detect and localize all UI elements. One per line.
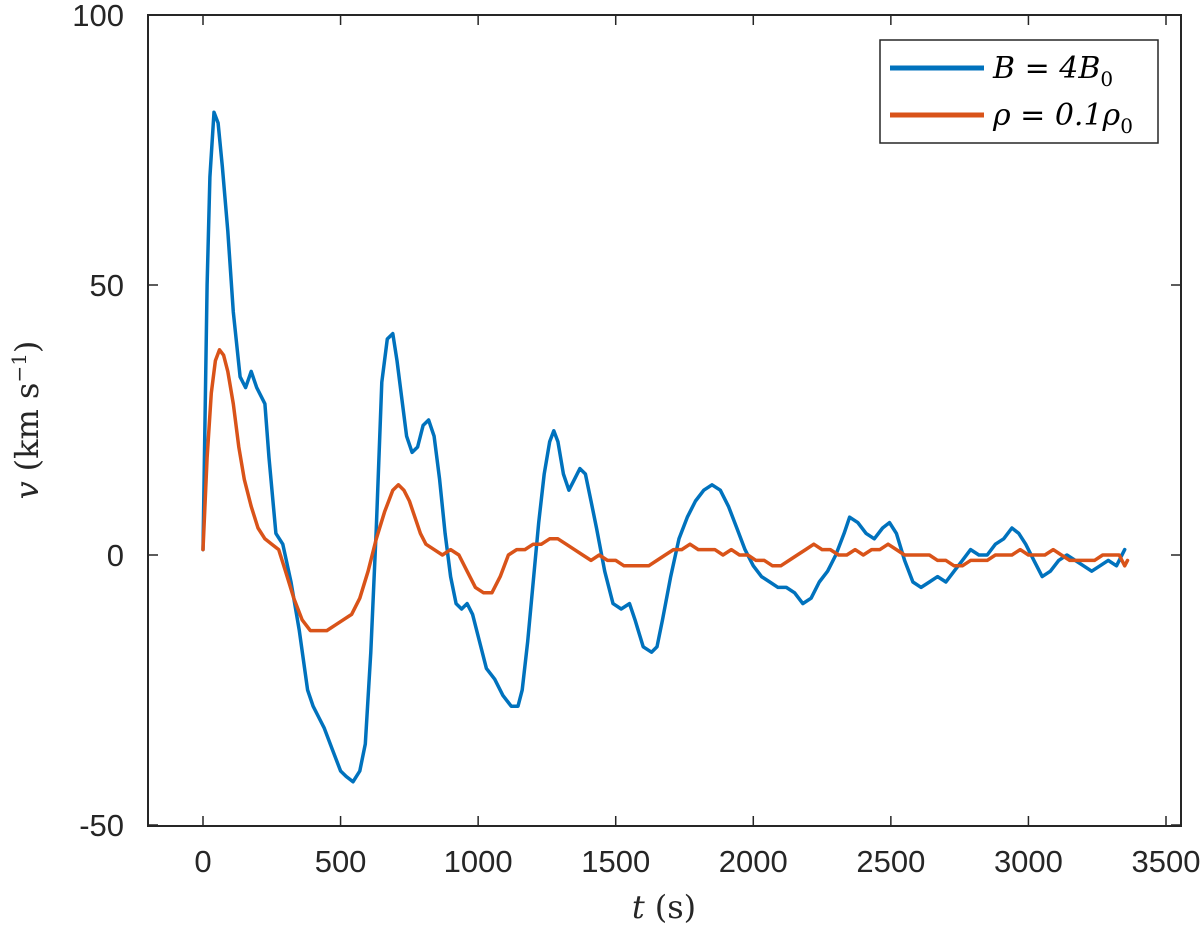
x-tick-label: 2000 [719,844,788,879]
y-tick-label: 100 [72,0,124,33]
plot-area [147,14,1182,827]
x-tick-label: 3000 [994,844,1063,879]
x-tick-label: 1000 [444,844,513,879]
axis-ticks [148,14,1181,826]
y-tick-label: -50 [79,808,124,843]
y-axis-title: v(km s−1) [7,341,46,500]
x-tick-label: 500 [315,844,367,879]
legend-label-rho: ρ = 0.1ρ0 [992,98,1133,138]
legend-label-b: B = 4B0 [992,51,1113,91]
legend-box [879,39,1159,144]
series-line-rho-0p1rho0 [201,348,1130,633]
series-line-b-4b0 [201,110,1127,784]
y-tick-label: 0 [107,538,124,573]
y-tick-label: 50 [90,268,124,303]
x-axis-title: t (s) [632,888,696,926]
x-tick-label: 3500 [1132,844,1200,879]
x-tick-label: 2500 [856,844,925,879]
series-lines [201,110,1130,784]
tick-labels: 0 500 1000 1500 2000 2500 3000 3500 -50 0 50 100 [72,0,1200,879]
x-tick-label: 0 [194,844,211,879]
legend: B = 4B0 ρ = 0.1ρ0 [879,39,1159,144]
x-tick-label: 1500 [581,844,650,879]
